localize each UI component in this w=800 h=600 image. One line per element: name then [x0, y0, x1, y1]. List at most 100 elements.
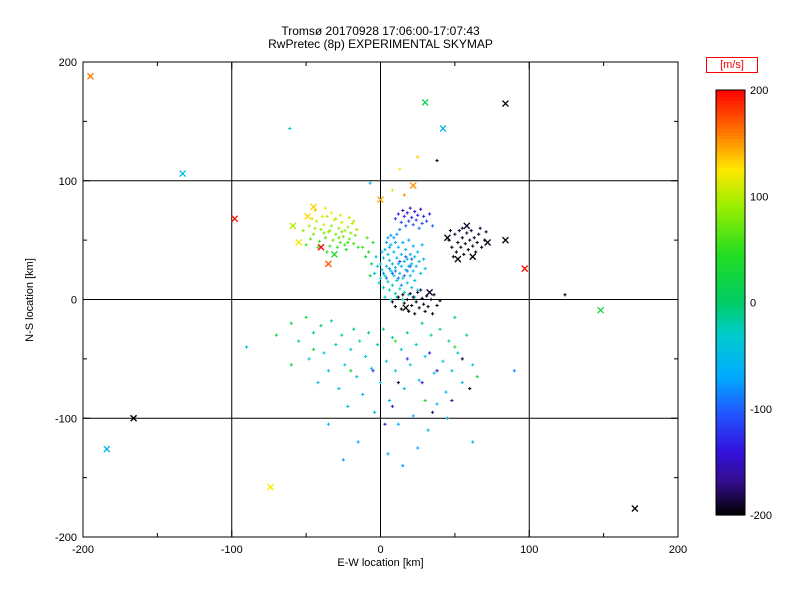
scatter-point-dot	[420, 296, 424, 300]
scatter-point-x	[409, 182, 417, 189]
scatter-point-dot	[451, 255, 455, 259]
scatter-point-dot	[414, 218, 418, 222]
scatter-point-dot	[414, 300, 418, 304]
scatter-point-dot	[401, 464, 405, 468]
colorbar-segment	[716, 189, 745, 194]
colorbar-segment	[716, 454, 745, 459]
scatter-point-dot	[384, 264, 389, 268]
scatter-point-dot	[289, 363, 293, 367]
colorbar-segment	[716, 228, 745, 233]
scatter-point-dot	[308, 237, 313, 241]
y-tick-label: -200	[55, 532, 77, 544]
colorbar-segment	[716, 451, 745, 456]
scatter-point-dot	[408, 363, 412, 367]
scatter-point-dot	[407, 219, 411, 223]
scatter-point-dot	[386, 252, 390, 256]
x-tick-label: -200	[72, 544, 94, 556]
colorbar-segment	[716, 320, 745, 325]
scatter-point-dot	[378, 262, 383, 266]
scatter-point-dot	[323, 206, 328, 210]
scatter-point-dot	[389, 269, 393, 273]
scatter-point-dot	[402, 259, 406, 264]
colorbar-segment	[716, 132, 745, 137]
scatter-point-dot	[405, 297, 409, 302]
y-tick-label: -100	[55, 413, 77, 425]
colorbar-segment	[716, 341, 745, 346]
scatter-point-dot	[416, 155, 420, 159]
colorbar-segment	[716, 160, 745, 165]
scatter-point-dot	[349, 347, 353, 351]
scatter-point-dot	[423, 354, 427, 359]
colorbar-units-label: [m/s]	[706, 57, 758, 73]
scatter-point-dot	[396, 262, 400, 266]
scatter-point-dot	[466, 248, 470, 252]
colorbar-segment	[716, 164, 745, 169]
scatter-point-dot	[420, 321, 424, 325]
scatter-point-dot	[398, 271, 402, 275]
colorbar-segment	[716, 391, 745, 396]
scatter-point-dot	[378, 276, 383, 280]
colorbar-segment	[716, 210, 745, 215]
scatter-point-dot	[435, 158, 439, 163]
scatter-point-x	[179, 170, 187, 178]
scatter-point-dot	[405, 331, 409, 335]
scatter-point-dot	[563, 293, 567, 297]
scatter-point-dot	[435, 369, 439, 373]
scatter-point-dot	[337, 386, 341, 391]
colorbar-segment	[716, 362, 745, 367]
y-axis-label: N-S location [km]	[24, 258, 36, 342]
scatter-point-dot	[355, 375, 359, 379]
scatter-point-dot	[393, 240, 397, 245]
scatter-point-dot	[338, 213, 342, 217]
scatter-point-dot	[352, 327, 356, 331]
scatter-point-dot	[393, 305, 397, 309]
scatter-point-dot	[445, 416, 450, 420]
scatter-point-dot	[453, 232, 457, 236]
scatter-point-dot	[407, 238, 411, 242]
colorbar-segment	[716, 260, 745, 265]
scatter-point-dot	[408, 291, 412, 296]
colorbar-tick-label: -200	[750, 510, 772, 522]
scatter-point-x	[310, 203, 318, 211]
scatter-point-dot	[413, 278, 417, 283]
scatter-point-dot	[387, 398, 392, 403]
colorbar-segment	[716, 468, 745, 474]
scatter-point-dot	[448, 229, 453, 233]
scatter-point-dot	[460, 226, 464, 230]
scatter-point-dot	[384, 359, 389, 363]
scatter-point-dot	[364, 255, 368, 259]
scatter-point-dot	[245, 345, 249, 349]
scatter-point-dot	[405, 269, 409, 273]
colorbar-segment	[716, 217, 745, 222]
scatter-point-dot	[402, 290, 406, 294]
scatter-point-dot	[329, 224, 334, 228]
scatter-point-dot	[322, 231, 326, 235]
scatter-point-dot	[413, 255, 417, 259]
scatter-point-dot	[405, 257, 409, 261]
scatter-point-dot	[325, 250, 329, 254]
scatter-point-dot	[334, 217, 338, 221]
colorbar-segment	[716, 100, 745, 105]
scatter-point-x	[631, 505, 639, 512]
scatter-point-dot	[395, 256, 399, 260]
scatter-point-dot	[429, 333, 433, 337]
colorbar-segment	[716, 249, 745, 254]
colorbar-segment	[716, 121, 745, 127]
colorbar-segment	[716, 270, 745, 275]
colorbar-segment	[716, 337, 745, 343]
scatter-point-dot	[414, 343, 418, 347]
y-tick-label: 0	[71, 295, 77, 307]
scatter-point-dot	[352, 219, 356, 223]
scatter-point-dot	[311, 232, 316, 236]
scatter-point-dot	[334, 232, 338, 236]
colorbar-segment	[716, 157, 745, 162]
scatter-point-dot	[341, 234, 345, 239]
colorbar-segment	[716, 146, 745, 151]
scatter-point-dot	[468, 386, 472, 391]
scatter-point-dot	[414, 264, 418, 268]
scatter-point-dot	[341, 458, 345, 462]
scatter-point-dot	[392, 274, 396, 278]
scatter-point-x	[103, 445, 111, 453]
scatter-point-dot	[380, 250, 384, 254]
scatter-point-dot	[422, 214, 426, 218]
